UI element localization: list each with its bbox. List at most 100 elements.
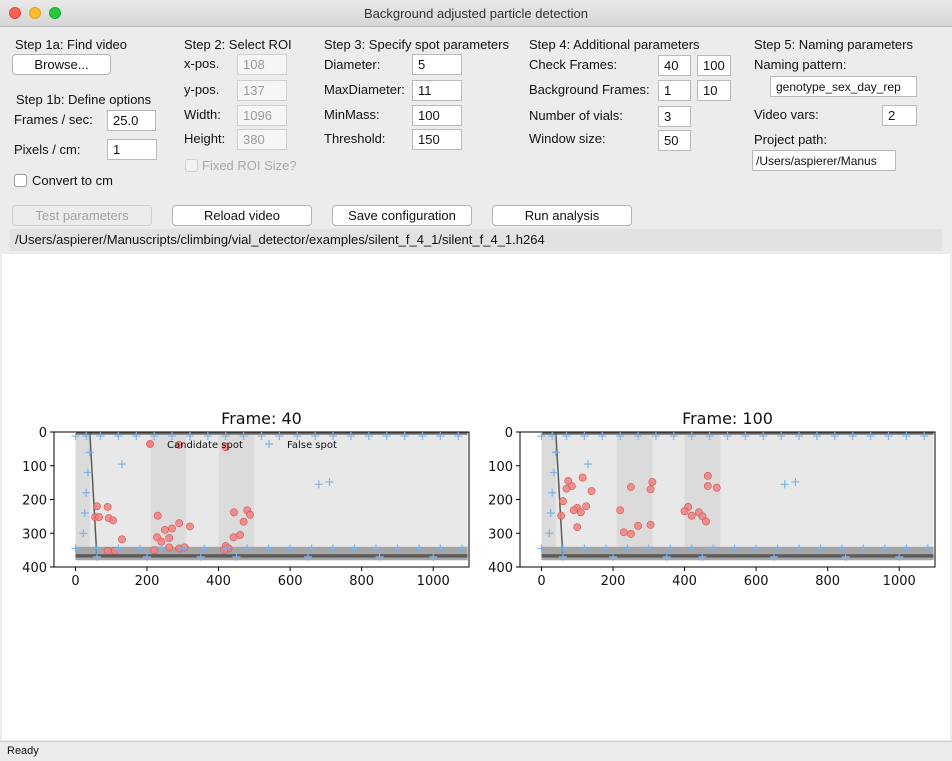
false-spot-point [752, 544, 761, 553]
x-tick-label: 800 [349, 574, 374, 589]
candidate-spot-point [246, 510, 254, 519]
save-configuration-button[interactable]: Save configuration [332, 205, 472, 226]
xpos-label: x-pos. [184, 56, 220, 71]
diameter-label: Diameter: [324, 57, 381, 72]
false-spot-point [418, 432, 427, 441]
false-spot-point [791, 477, 800, 486]
browse-button[interactable]: Browse... [12, 54, 111, 75]
vials-input[interactable] [658, 106, 691, 127]
false-spot-point [698, 552, 707, 561]
vials-label: Number of vials: [529, 108, 623, 123]
run-analysis-button[interactable]: Run analysis [492, 205, 632, 226]
false-spot-point [730, 544, 739, 553]
false-spot-point [307, 544, 316, 553]
step5-heading: Step 5: Naming parameters [754, 37, 913, 52]
false-spot-point [795, 544, 804, 553]
project-path-input[interactable] [752, 150, 896, 171]
roi-height-label: Height: [184, 131, 226, 146]
px-per-cm-input[interactable] [107, 139, 157, 160]
fixed-roi-checkbox[interactable] [185, 159, 198, 172]
false-spot-point [723, 432, 732, 441]
false-spot-point [82, 432, 91, 441]
candidate-spot-point [703, 471, 712, 480]
false-spot-point [150, 432, 159, 441]
close-window-button[interactable] [9, 7, 21, 19]
ypos-input[interactable] [237, 80, 287, 101]
false-spot-point [923, 544, 932, 553]
background-frame-1-input[interactable] [658, 80, 691, 101]
step1b-heading: Step 1b: Define options [16, 92, 152, 107]
false-spot-point [841, 552, 850, 561]
false-spot-point [549, 468, 558, 477]
frame-100-axes: Frame: 100 0 200 400 600 800 1000 0 100 200 300 400 [488, 409, 936, 589]
false-spot-point [71, 432, 80, 441]
false-spot-point [329, 544, 338, 553]
candidate-spot-point [680, 507, 689, 516]
roi-height-input[interactable] [237, 129, 287, 150]
x-tick-label: 1000 [417, 574, 450, 589]
test-parameters-button[interactable]: Test parameters [12, 205, 152, 226]
false-spot-point [264, 544, 273, 553]
check-frame-2-input[interactable] [697, 55, 731, 76]
false-spot-point [371, 544, 380, 553]
roi-width-input[interactable] [237, 105, 287, 126]
project-path-label: Project path: [754, 132, 827, 147]
candidate-spot-point [220, 546, 228, 555]
fps-input[interactable] [107, 110, 156, 131]
background-frame-2-input[interactable] [697, 80, 731, 101]
candidate-spot-point [646, 520, 655, 529]
window-size-input[interactable] [658, 130, 691, 151]
false-spot-point [548, 488, 557, 497]
video-frame-image [541, 432, 934, 561]
zoom-window-button[interactable] [49, 7, 61, 19]
x-tick-label: 0 [71, 574, 79, 589]
minimize-window-button[interactable] [29, 7, 41, 19]
candidate-spot-point [702, 517, 710, 526]
x-tick-label: 1000 [883, 574, 916, 589]
reload-video-button[interactable]: Reload video [172, 205, 312, 226]
candidate-spot-point [578, 473, 587, 482]
threshold-input[interactable] [412, 129, 462, 150]
false-spot-point [759, 432, 768, 441]
candidate-spot-point [103, 546, 112, 555]
candidate-spot-point [157, 537, 166, 546]
false-spot-point [609, 552, 618, 561]
video-vars-input[interactable] [882, 105, 917, 126]
minmass-input[interactable] [412, 105, 462, 126]
false-spot-point [812, 432, 821, 441]
x-tick-label: 200 [601, 574, 626, 589]
x-tick-label: 400 [206, 574, 231, 589]
candidate-spot-point [582, 502, 591, 511]
y-tick-label: 400 [22, 561, 47, 576]
candidate-spot-point [153, 511, 162, 520]
video-path-bar: /Users/aspierer/Manuscripts/climbing/via… [10, 229, 942, 251]
legend-false-marker [265, 440, 273, 448]
naming-pattern-input[interactable] [770, 76, 917, 97]
false-spot-point [114, 432, 123, 441]
candidate-spot-point [230, 508, 238, 517]
step2-heading: Step 2: Select ROI [184, 37, 292, 52]
false-spot-point [143, 552, 152, 561]
false-spot-point [221, 432, 230, 441]
false-spot-point [314, 480, 323, 489]
check-frame-1-input[interactable] [658, 55, 691, 76]
convert-cm-checkbox[interactable] [14, 174, 27, 187]
xpos-input[interactable] [237, 54, 287, 75]
false-spot-point [545, 529, 554, 538]
candidate-spot-point [712, 483, 721, 492]
false-spot-point [82, 488, 91, 497]
candidate-spot-point [576, 508, 585, 517]
y-tick-label: 300 [22, 527, 47, 542]
step3-heading: Step 3: Specify spot parameters [324, 37, 509, 52]
false-spot-point [583, 460, 592, 469]
false-spot-point [436, 432, 445, 441]
diameter-input[interactable] [412, 54, 462, 75]
candidate-spot-point [165, 534, 174, 542]
candidate-spot-point [161, 525, 169, 534]
threshold-label: Threshold: [324, 131, 386, 146]
candidate-spot-point [186, 522, 194, 531]
false-spot-point [85, 448, 94, 457]
roi-width-label: Width: [184, 107, 221, 122]
candidate-spot-point [687, 511, 696, 520]
maxdiameter-input[interactable] [412, 80, 462, 101]
